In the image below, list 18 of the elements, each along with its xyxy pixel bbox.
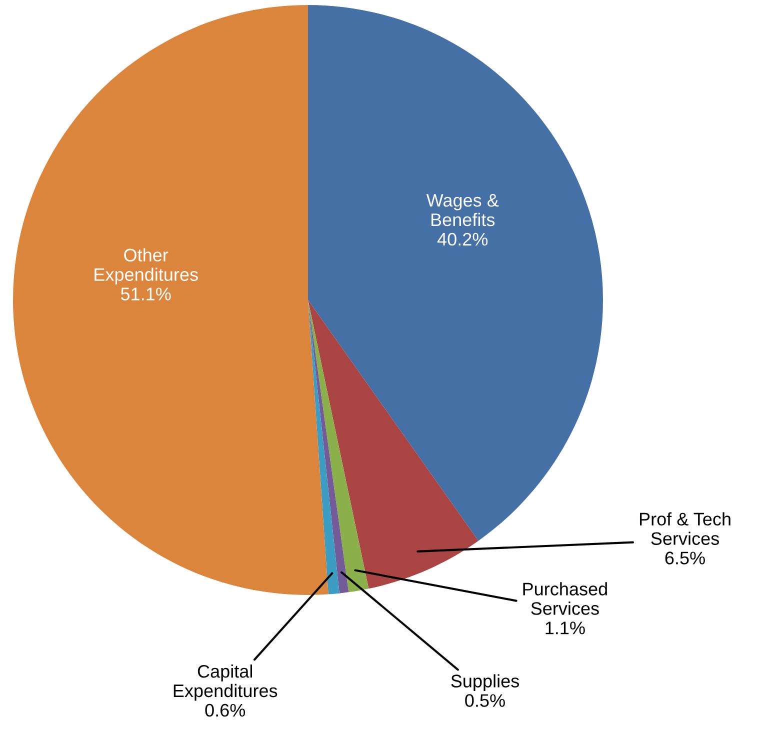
- slice-label: Purchased Services: [523, 582, 607, 615]
- data-label: 40.2%: [437, 232, 488, 246]
- slice-label: Supplies: [451, 674, 519, 692]
- pie-slice: [308, 300, 340, 594]
- data-label: 51.1%: [120, 288, 171, 300]
- data-label: 0.5%: [465, 694, 505, 707]
- pie-slice: [308, 300, 478, 589]
- slice-label: Capital Expenditures: [174, 664, 278, 701]
- pie-slice: [308, 300, 349, 594]
- slice-label: Other Expenditures: [94, 248, 198, 285]
- pie-slice: [13, 5, 328, 595]
- slice-label: Prof & Tech Services: [640, 512, 730, 545]
- slice-label: Wages & Benefits: [426, 194, 499, 226]
- pie-slice: [308, 5, 603, 541]
- data-label: 0.6%: [205, 704, 246, 717]
- pie-slice: [308, 300, 369, 592]
- data-label: 6.5%: [665, 552, 705, 564]
- data-label: 1.1%: [546, 622, 585, 634]
